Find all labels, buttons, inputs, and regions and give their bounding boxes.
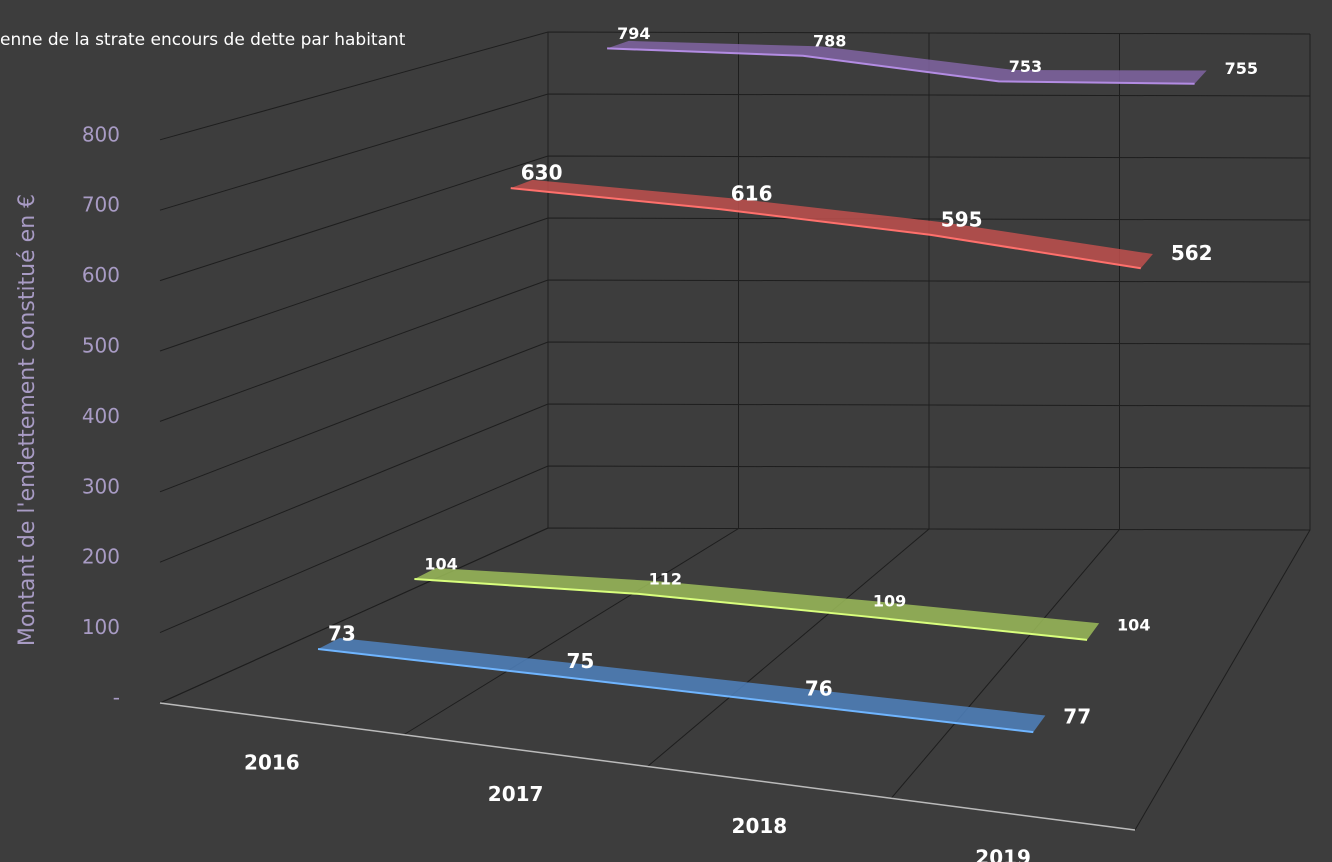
ribbon (510, 179, 1153, 269)
data-label: 788 (813, 31, 846, 50)
ribbon (318, 637, 1046, 733)
ribbon-edge (607, 47, 1195, 85)
data-label: 112 (649, 569, 682, 588)
data-label: 73 (328, 622, 356, 646)
data-label: 562 (1171, 241, 1213, 265)
data-label: 595 (941, 207, 983, 231)
y-tick-label: 200 (82, 545, 120, 569)
y-tick-label: 800 (82, 122, 120, 146)
y-tick-label: 600 (82, 263, 120, 287)
wall-line (1134, 34, 1311, 831)
ribbon (607, 40, 1207, 84)
y-tick-label: 700 (82, 193, 120, 217)
y-tick-label: 500 (82, 334, 120, 358)
y-tick-label: - (113, 686, 120, 710)
data-label: 755 (1225, 59, 1258, 78)
legend-entry: enne de la strate encours de dette par h… (0, 30, 406, 50)
data-label: 104 (1117, 615, 1150, 634)
data-label: 109 (873, 592, 906, 611)
x-tick-label: 2016 (244, 750, 300, 774)
ribbon-edge (317, 648, 1034, 734)
data-label: 753 (1009, 57, 1042, 76)
data-label: 104 (424, 554, 457, 573)
data-label: 75 (566, 649, 594, 673)
data-label: 630 (521, 161, 563, 185)
y-tick-label: 100 (82, 615, 120, 639)
ribbon-edge (414, 577, 1088, 641)
ribbon-edge (510, 187, 1141, 270)
data-label: 794 (617, 24, 650, 43)
x-tick-label: 2019 (975, 846, 1031, 862)
data-label: 76 (805, 677, 833, 701)
ribbon (414, 568, 1100, 640)
y-tick-label: 300 (82, 474, 120, 498)
data-label: 616 (731, 182, 773, 206)
y-tick-label: 400 (82, 404, 120, 428)
x-axis-line (159, 702, 1136, 831)
x-tick-label: 2017 (488, 782, 544, 806)
x-tick-label: 2018 (732, 814, 788, 838)
data-label: 77 (1063, 705, 1091, 729)
y-axis-label: Montant de l'endettement constitué en € (15, 194, 40, 646)
wall-line (159, 32, 549, 704)
